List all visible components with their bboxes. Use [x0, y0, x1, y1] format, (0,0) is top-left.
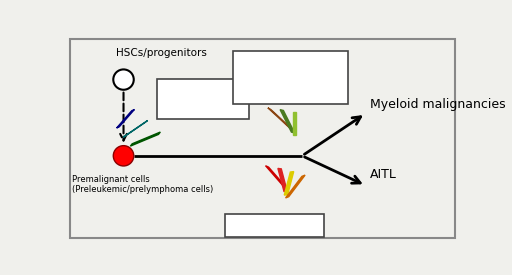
- Polygon shape: [278, 168, 287, 192]
- Ellipse shape: [113, 146, 134, 166]
- Text: G17V $\mathit{RHOA}$ mutation: G17V $\mathit{RHOA}$ mutation: [226, 220, 323, 231]
- Text: Myeloid malignancies: Myeloid malignancies: [370, 98, 505, 111]
- Text: Premalignant cells
(Preleukemic/prelymphoma cells): Premalignant cells (Preleukemic/prelymph…: [72, 175, 213, 194]
- Polygon shape: [117, 109, 135, 128]
- Text: $\mathit{TET2}$ mutation: $\mathit{TET2}$ mutation: [164, 83, 231, 94]
- Ellipse shape: [113, 69, 134, 90]
- Text: $\mathit{NPM1}$ mutation: $\mathit{NPM1}$ mutation: [240, 68, 310, 79]
- Text: AITL: AITL: [370, 168, 396, 182]
- Polygon shape: [280, 110, 295, 133]
- Polygon shape: [123, 120, 147, 137]
- Text: $\mathit{DNMT3A}$ mutation: $\mathit{DNMT3A}$ mutation: [164, 95, 248, 106]
- Polygon shape: [266, 166, 287, 188]
- Text: $\mathit{NRAS/KRAS}$ mutation: $\mathit{NRAS/KRAS}$ mutation: [240, 81, 336, 92]
- FancyBboxPatch shape: [225, 214, 324, 237]
- FancyBboxPatch shape: [157, 79, 248, 119]
- Polygon shape: [268, 108, 293, 130]
- Polygon shape: [293, 112, 296, 136]
- Polygon shape: [284, 172, 294, 195]
- Polygon shape: [286, 175, 305, 198]
- FancyBboxPatch shape: [232, 51, 348, 104]
- Text: HSCs/progenitors: HSCs/progenitors: [116, 48, 206, 58]
- Text: $\mathit{FLT3}$ mutation: $\mathit{FLT3}$ mutation: [240, 55, 306, 66]
- Polygon shape: [131, 132, 160, 146]
